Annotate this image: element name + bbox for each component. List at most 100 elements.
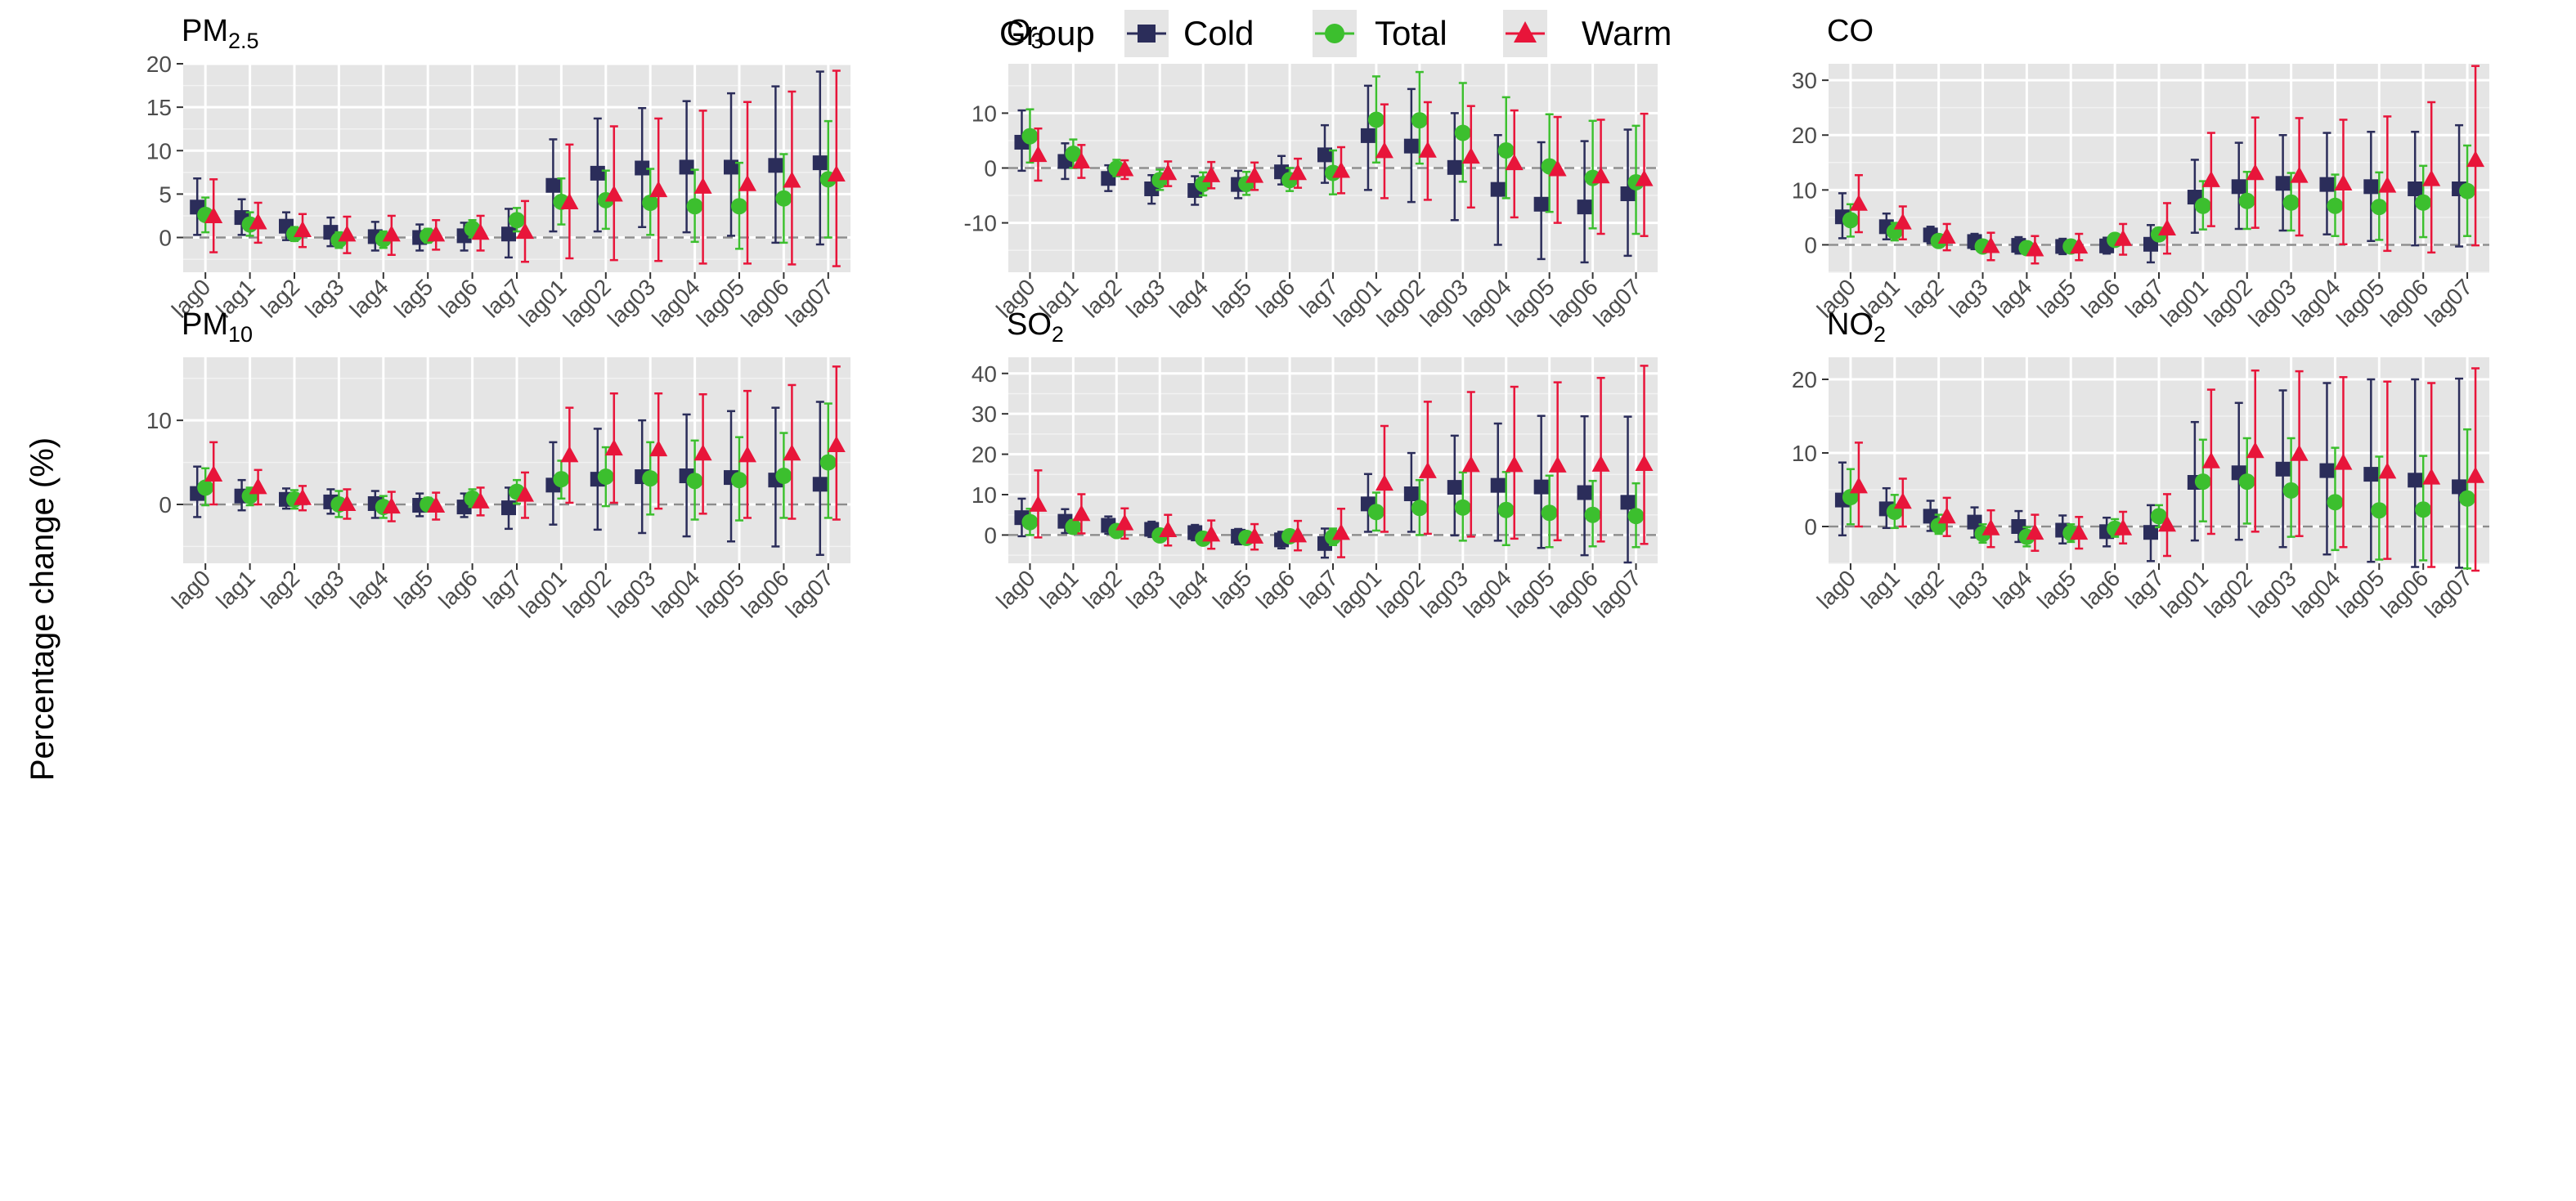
x-tick-label: lag04 [2287, 274, 2345, 331]
data-point-circle [2415, 501, 2432, 518]
data-point-circle [1497, 142, 1515, 159]
data-point-triangle [560, 446, 579, 463]
data-point-triangle [1591, 455, 1610, 472]
data-point-square [768, 158, 783, 173]
data-point-triangle [1937, 227, 1956, 244]
data-point-circle [2371, 199, 2388, 216]
x-tick-label: lag6 [2076, 565, 2125, 613]
x-tick-label: lag6 [433, 565, 482, 613]
data-point-triangle [2026, 523, 2044, 540]
data-point-circle [2282, 482, 2300, 499]
y-tick-label: 20 [1792, 123, 1817, 148]
x-tick-label: lag01 [1329, 565, 1386, 622]
data-point-triangle [2158, 515, 2176, 532]
data-point-triangle [471, 223, 490, 240]
data-point-circle [775, 468, 792, 485]
x-tick-label: lag07 [1588, 274, 1645, 331]
x-tick-label: lag02 [2200, 565, 2257, 622]
data-point-triangle [1115, 159, 1134, 177]
data-point-triangle [204, 207, 223, 223]
data-point-triangle [1849, 194, 1868, 211]
y-tick-label: 10 [1792, 441, 1817, 466]
panel-title: CO [1827, 14, 1874, 48]
data-point-square [1620, 186, 1636, 202]
data-point-circle [1584, 506, 1601, 523]
data-point-triangle [560, 193, 579, 209]
y-tick-label: 5 [159, 181, 172, 207]
data-point-triangle [1893, 492, 1912, 509]
legend: Group Cold Total Warm [999, 10, 1672, 57]
x-tick-label: lag01 [514, 274, 571, 331]
data-point-square [2275, 176, 2291, 191]
data-point-circle [1065, 518, 1082, 536]
data-point-triangle [2246, 441, 2264, 459]
data-point-square [2363, 179, 2379, 195]
data-point-circle [731, 198, 747, 215]
x-tick-label: lag05 [2331, 565, 2389, 622]
data-point-circle [197, 479, 214, 496]
legend-label-total: Total [1375, 14, 1447, 52]
x-tick-label: lag3 [300, 274, 348, 322]
y-tick-label: 10 [972, 101, 997, 126]
y-tick-label: 0 [1804, 232, 1817, 258]
x-tick-label: lag4 [1988, 565, 2036, 613]
data-point-circle [2327, 197, 2344, 214]
x-tick-label: lag4 [1165, 274, 1213, 322]
y-tick-label: 40 [972, 361, 997, 387]
x-tick-label: lag03 [1416, 274, 1473, 331]
x-tick-label: lag3 [1121, 565, 1169, 613]
data-point-circle [2238, 473, 2255, 491]
data-point-circle [1367, 504, 1384, 521]
panel-2: -10010lag0lag1lag2lag3lag4lag5lag6lag7la… [964, 14, 1658, 332]
data-point-triangle [471, 491, 490, 509]
x-tick-label: lag6 [1251, 565, 1299, 613]
data-point-circle [731, 472, 747, 489]
data-point-triangle [1289, 164, 1308, 181]
data-point-circle [2459, 490, 2476, 507]
data-point-triangle [1635, 454, 1654, 471]
data-point-circle [686, 473, 703, 490]
data-point-square [1533, 479, 1549, 495]
data-point-triangle [1893, 213, 1912, 230]
y-tick-label: 30 [1792, 68, 1817, 93]
data-point-circle [509, 212, 525, 229]
data-point-circle [686, 198, 703, 215]
data-point-square [812, 155, 828, 171]
data-point-circle [1411, 500, 1428, 517]
x-tick-label: lag0 [1812, 565, 1860, 613]
data-point-circle [1454, 124, 1471, 141]
data-point-triangle [2334, 173, 2353, 190]
data-point-circle [1541, 504, 1558, 522]
data-point-triangle [1029, 146, 1048, 163]
x-tick-label: lag01 [2156, 274, 2213, 331]
series-warm [1849, 367, 2485, 572]
x-tick-label: lag3 [1944, 274, 1992, 322]
data-point-triangle [1505, 455, 1524, 473]
data-point-triangle [1591, 167, 1610, 184]
legend-key-total: Total [1313, 10, 1447, 57]
x-tick-label: lag04 [647, 565, 704, 622]
data-point-circle [775, 190, 792, 207]
data-point-triangle [1548, 159, 1567, 177]
data-point-circle [1497, 501, 1515, 518]
data-point-triangle [2422, 468, 2441, 485]
series-cold [1014, 415, 1636, 564]
data-point-triangle [1115, 513, 1134, 531]
y-tick-label: 20 [1792, 367, 1817, 392]
x-tick-label: lag02 [2200, 274, 2257, 331]
y-tick-label: 10 [972, 482, 997, 508]
data-point-square [545, 177, 561, 193]
data-point-triangle [1418, 461, 1437, 478]
y-tick-label: 15 [146, 95, 172, 120]
data-point-circle [2151, 508, 2167, 525]
data-point-circle [819, 454, 837, 471]
data-point-triangle [1375, 141, 1393, 159]
data-point-triangle [2378, 176, 2397, 193]
data-point-circle [1065, 146, 1082, 163]
x-tick-label: lag4 [345, 565, 393, 613]
x-tick-label: lag05 [2331, 274, 2389, 331]
series-warm [1849, 65, 2485, 265]
data-point-triangle [382, 225, 401, 242]
